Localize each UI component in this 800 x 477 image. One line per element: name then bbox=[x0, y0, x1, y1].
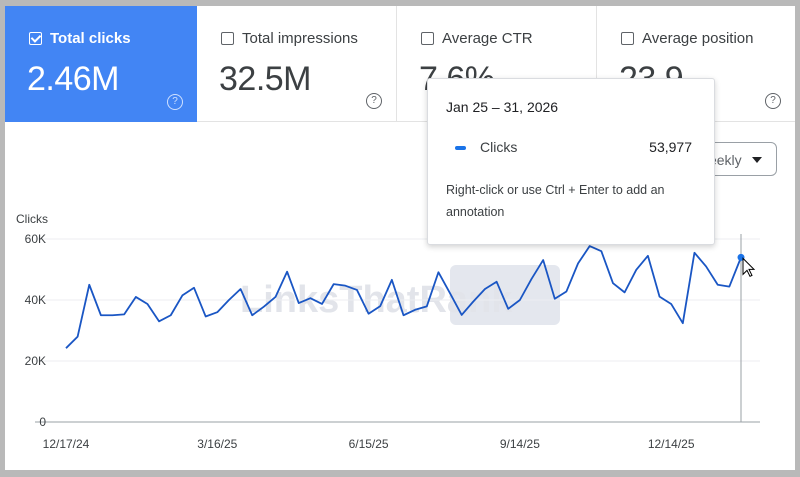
tooltip-series: Clicks bbox=[480, 139, 518, 155]
metric-value: 32.5M bbox=[219, 60, 312, 98]
metric-label: Total impressions bbox=[242, 30, 358, 47]
help-icon[interactable]: ? bbox=[366, 93, 382, 109]
y-tick-label: 40K bbox=[25, 293, 46, 307]
cursor-icon bbox=[742, 257, 756, 278]
series-swatch-icon bbox=[455, 146, 466, 150]
caret-down-icon bbox=[752, 157, 762, 163]
x-tick-label: 3/16/25 bbox=[197, 437, 237, 451]
checkbox-checked-icon[interactable] bbox=[29, 32, 42, 45]
y-tick-label: 20K bbox=[25, 354, 46, 368]
x-tick-label: 6/15/25 bbox=[349, 437, 389, 451]
tooltip-value: 53,977 bbox=[649, 139, 692, 155]
x-tick-label: 12/14/25 bbox=[648, 437, 695, 451]
help-icon[interactable]: ? bbox=[765, 93, 781, 109]
metric-label: Average CTR bbox=[442, 30, 533, 47]
checkbox-icon[interactable] bbox=[221, 32, 234, 45]
watermark-badge bbox=[450, 265, 560, 325]
metric-label: Average position bbox=[642, 30, 754, 47]
clicks-series-line bbox=[65, 245, 742, 349]
y-tick-label: 0 bbox=[39, 415, 46, 429]
checkbox-icon[interactable] bbox=[621, 32, 634, 45]
metric-value: 2.46M bbox=[27, 60, 120, 98]
help-icon[interactable]: ? bbox=[167, 94, 183, 110]
tooltip-hint: Right-click or use Ctrl + Enter to add a… bbox=[446, 183, 665, 219]
metric-label: Total clicks bbox=[50, 30, 131, 47]
x-tick-label: 12/17/24 bbox=[43, 437, 90, 451]
metric-total-impressions[interactable]: Total impressions 32.5M ? bbox=[197, 6, 397, 122]
chart-tooltip: Jan 25 – 31, 2026 Clicks 53,977 Right-cl… bbox=[427, 78, 715, 245]
y-axis-title: Clicks bbox=[16, 212, 48, 226]
checkbox-icon[interactable] bbox=[421, 32, 434, 45]
y-tick-label: 60K bbox=[25, 232, 46, 246]
x-tick-label: 9/14/25 bbox=[500, 437, 540, 451]
tooltip-date: Jan 25 – 31, 2026 bbox=[446, 99, 559, 115]
metric-total-clicks[interactable]: Total clicks 2.46M ? bbox=[5, 6, 197, 122]
